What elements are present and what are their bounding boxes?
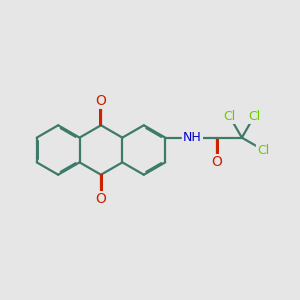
Text: O: O xyxy=(95,192,106,206)
Text: Cl: Cl xyxy=(248,110,260,123)
Text: NH: NH xyxy=(183,131,202,144)
Text: O: O xyxy=(95,94,106,108)
Text: Cl: Cl xyxy=(257,143,269,157)
Text: O: O xyxy=(212,155,223,170)
Text: Cl: Cl xyxy=(224,110,236,123)
